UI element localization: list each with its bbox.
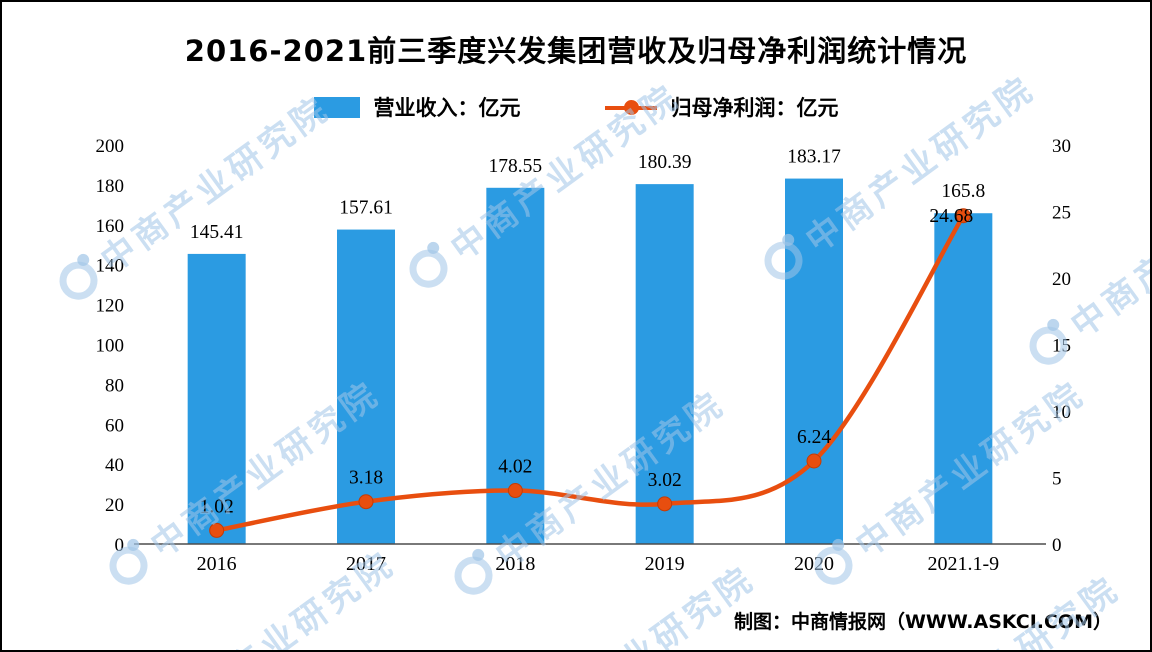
left-axis-tick: 60 [105, 415, 124, 436]
x-axis-label: 2018 [495, 553, 535, 575]
revenue-value-label: 145.41 [190, 222, 244, 243]
revenue-value-label: 157.61 [339, 198, 393, 219]
x-axis-label: 2019 [645, 553, 685, 575]
legend-bar-swatch [313, 96, 360, 118]
left-axis-tick: 80 [105, 375, 124, 396]
x-axis-label: 2017 [346, 553, 386, 575]
revenue-bar [785, 178, 843, 544]
net-profit-line [216, 214, 966, 533]
revenue-value-label: 165.8 [941, 181, 985, 202]
net-profit-marker [955, 208, 971, 224]
right-axis-tick: 0 [1052, 535, 1062, 556]
x-axis-label: 2020 [794, 553, 834, 575]
net-profit-value-label: 1.02 [200, 496, 234, 517]
left-axis-tick: 20 [105, 495, 124, 516]
legend-item-profit: 归母净利润：亿元 [604, 92, 839, 122]
net-profit-marker [209, 522, 225, 538]
net-profit-marker [358, 494, 374, 510]
legend-profit-label: 归母净利润：亿元 [670, 96, 839, 120]
left-axis-tick: 200 [96, 136, 125, 157]
revenue-value-label: 183.17 [787, 147, 841, 168]
revenue-value-label: 178.55 [489, 156, 543, 177]
left-axis-tick: 0 [115, 535, 125, 556]
right-axis-tick: 15 [1052, 336, 1071, 357]
left-axis-tick: 180 [96, 176, 125, 197]
left-axis-tick: 140 [96, 256, 125, 277]
legend-line-swatch [604, 97, 657, 118]
net-profit-value-label: 4.02 [498, 457, 532, 478]
right-axis-tick: 25 [1052, 203, 1071, 224]
legend-item-revenue: 营业收入：亿元 [313, 92, 521, 122]
legend-line-marker-icon [623, 99, 639, 115]
revenue-bar [337, 229, 395, 544]
revenue-value-label: 180.39 [638, 152, 692, 173]
net-profit-value-label: 3.18 [349, 468, 383, 489]
net-profit-marker [806, 453, 822, 469]
x-axis-label: 2016 [197, 553, 237, 575]
chart-title: 2016-2021前三季度兴发集团营收及归母净利润统计情况 [184, 34, 968, 68]
revenue-bar [934, 213, 993, 544]
revenue-bar [187, 253, 246, 544]
revenue-bar [635, 184, 694, 544]
legend-revenue-label: 营业收入：亿元 [373, 96, 521, 120]
right-axis-tick: 10 [1052, 402, 1071, 423]
right-axis-tick: 5 [1052, 469, 1062, 490]
net-profit-marker [507, 483, 523, 499]
legend: 营业收入：亿元 归母净利润：亿元 [2, 92, 1150, 122]
net-profit-marker [657, 496, 673, 512]
left-axis-tick: 120 [96, 296, 125, 317]
right-axis-tick: 30 [1052, 136, 1071, 157]
right-axis-tick: 20 [1052, 269, 1071, 290]
net-profit-value-label: 24.68 [929, 206, 973, 227]
left-axis-tick: 100 [96, 336, 125, 357]
left-axis-tick: 40 [105, 455, 124, 476]
x-axis-label: 2021.1-9 [927, 553, 999, 575]
net-profit-value-label: 3.02 [648, 470, 682, 491]
left-axis-tick: 160 [96, 216, 125, 237]
source-credit: 制图：中商情报网（WWW.ASKCI.COM） [733, 611, 1112, 633]
net-profit-value-label: 6.24 [797, 427, 831, 448]
